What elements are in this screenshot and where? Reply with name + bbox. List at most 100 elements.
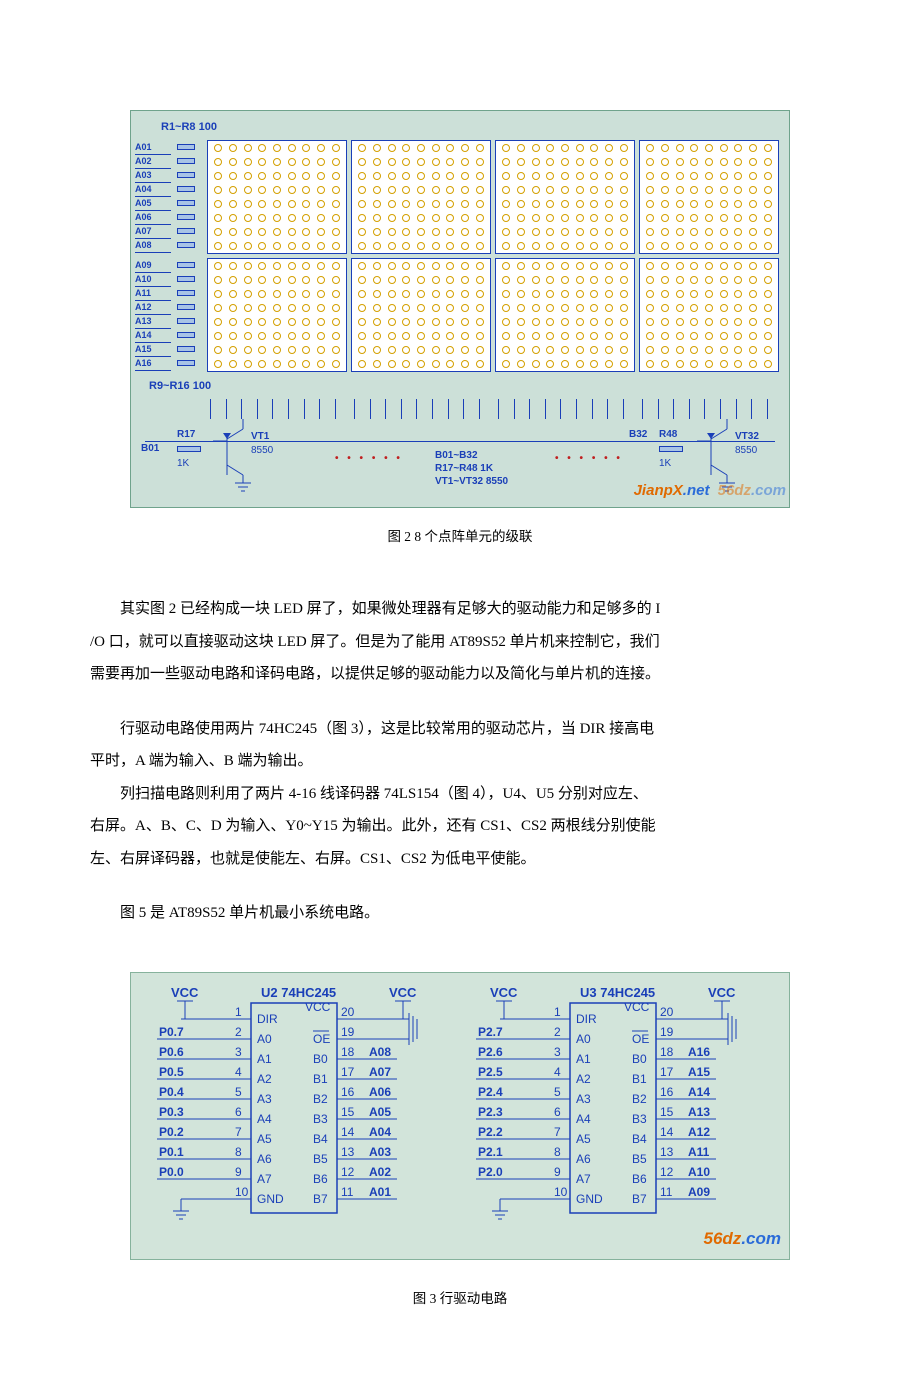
led-dot <box>517 304 525 312</box>
led-dot <box>517 144 525 152</box>
vt32-part: 8550 <box>735 441 757 460</box>
svg-text:A08: A08 <box>369 1045 391 1059</box>
led-dot <box>576 186 584 194</box>
led-dot <box>214 304 222 312</box>
led-dot <box>402 276 410 284</box>
para2-line1: 行驱动电路使用两片 74HC245（图 3），这是比较常用的驱动芯片，当 DIR… <box>90 715 830 744</box>
led-dot <box>532 346 540 354</box>
led-dot <box>646 228 654 236</box>
svg-text:P2.7: P2.7 <box>478 1025 503 1039</box>
led-dot <box>749 228 757 236</box>
led-dot <box>273 262 281 270</box>
led-dot <box>358 332 366 340</box>
led-dot <box>532 200 540 208</box>
led-row <box>496 155 634 169</box>
led-dot <box>502 290 510 298</box>
led-row <box>352 239 490 253</box>
led-dot <box>244 172 252 180</box>
resistor-symbol <box>177 328 203 342</box>
led-dot <box>461 290 469 298</box>
led-dot <box>502 332 510 340</box>
watermark-b: .net <box>683 482 710 499</box>
led-dot <box>576 200 584 208</box>
led-dot <box>273 172 281 180</box>
led-row <box>352 301 490 315</box>
led-dot <box>749 304 757 312</box>
led-dot <box>417 276 425 284</box>
led-row <box>208 155 346 169</box>
svg-text:B2: B2 <box>632 1092 647 1106</box>
led-panel <box>639 258 779 372</box>
led-row <box>496 259 634 273</box>
led-dot <box>432 214 440 222</box>
led-dot <box>332 318 340 326</box>
led-dot <box>590 360 598 368</box>
led-dot <box>676 290 684 298</box>
right-resistor: R48 1K <box>659 425 683 473</box>
led-dot <box>388 186 396 194</box>
led-dot <box>749 346 757 354</box>
led-dot <box>476 158 484 166</box>
led-dot <box>646 262 654 270</box>
svg-text:18: 18 <box>341 1045 355 1059</box>
led-dot <box>273 276 281 284</box>
led-dot <box>676 158 684 166</box>
led-dot <box>705 200 713 208</box>
led-dot <box>402 200 410 208</box>
led-dot <box>720 276 728 284</box>
led-dot <box>705 360 713 368</box>
led-dot <box>720 214 728 222</box>
led-dot <box>288 186 296 194</box>
led-dot <box>532 214 540 222</box>
svg-text:10: 10 <box>554 1185 568 1199</box>
led-dot <box>244 318 252 326</box>
led-dot <box>461 304 469 312</box>
svg-text:2: 2 <box>554 1025 561 1039</box>
led-row <box>496 329 634 343</box>
svg-text:DIR: DIR <box>257 1012 278 1026</box>
resistor-symbol <box>177 314 203 328</box>
svg-text:DIR: DIR <box>576 1012 597 1026</box>
led-dot <box>676 332 684 340</box>
led-dot <box>373 304 381 312</box>
led-dot <box>373 346 381 354</box>
led-row <box>208 357 346 371</box>
led-dot <box>590 304 598 312</box>
led-row <box>208 315 346 329</box>
svg-text:A2: A2 <box>576 1072 591 1086</box>
led-dot <box>764 276 772 284</box>
led-dot <box>258 144 266 152</box>
led-dot <box>749 262 757 270</box>
led-row <box>352 315 490 329</box>
led-row <box>208 287 346 301</box>
led-dot <box>446 360 454 368</box>
svg-text:15: 15 <box>341 1105 355 1119</box>
led-row <box>640 225 778 239</box>
led-dot <box>661 158 669 166</box>
led-dot <box>590 200 598 208</box>
led-dot <box>561 186 569 194</box>
svg-text:19: 19 <box>341 1025 355 1039</box>
led-dot <box>417 200 425 208</box>
svg-text:VCC: VCC <box>624 1000 650 1014</box>
led-dot <box>288 318 296 326</box>
led-dot <box>332 228 340 236</box>
resistor-symbol <box>177 272 203 286</box>
led-dot <box>273 360 281 368</box>
svg-text:1: 1 <box>554 1005 561 1019</box>
led-dot <box>317 276 325 284</box>
led-dot <box>476 304 484 312</box>
led-dot <box>561 304 569 312</box>
led-dot <box>546 304 554 312</box>
para1-line3: 需要再加一些驱动电路和译码电路，以提供足够的驱动能力以及简化与单片机的连接。 <box>90 660 830 689</box>
resistor-symbol <box>177 224 203 238</box>
led-dot <box>605 144 613 152</box>
svg-text:16: 16 <box>660 1085 674 1099</box>
col-line <box>545 399 546 419</box>
led-dot <box>432 276 440 284</box>
led-dot <box>373 186 381 194</box>
row-label: A15 <box>135 342 171 356</box>
led-row <box>352 141 490 155</box>
svg-text:A03: A03 <box>369 1145 391 1159</box>
led-dot <box>532 158 540 166</box>
